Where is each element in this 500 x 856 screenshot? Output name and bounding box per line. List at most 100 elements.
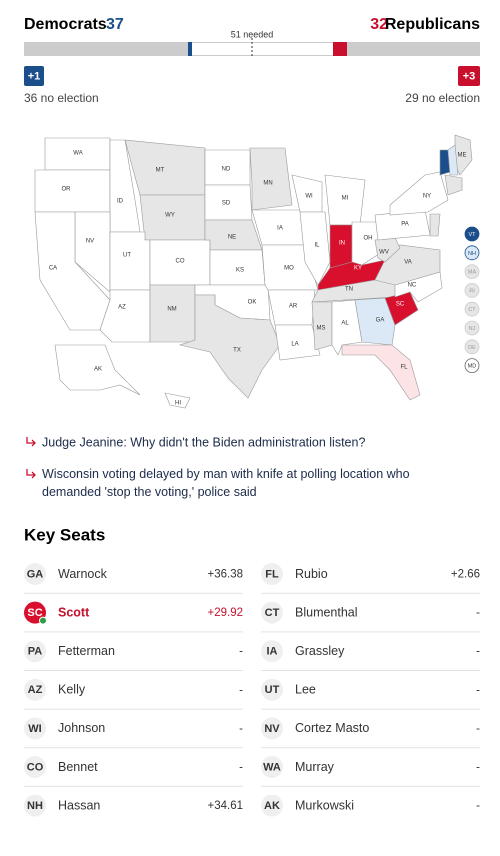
state-label: SD <box>222 201 231 207</box>
candidate-name[interactable]: Lee <box>295 683 316 697</box>
state-label: WA <box>73 151 82 157</box>
state-bubble[interactable] <box>464 320 480 336</box>
state-shape[interactable] <box>274 324 321 361</box>
headline[interactable]: Judge Jeanine: Why didn't the Biden admi… <box>42 435 365 449</box>
state-shape[interactable] <box>164 392 191 409</box>
state-badge <box>261 640 283 663</box>
state-badge <box>24 563 46 585</box>
state-bubble-label: NH <box>468 251 476 257</box>
margin: - <box>476 684 480 696</box>
state-abbr: IA <box>267 646 278 658</box>
margin: - <box>476 800 480 812</box>
state-bubble[interactable] <box>464 226 480 242</box>
state-label: AK <box>94 367 102 373</box>
state-label: AZ <box>118 305 126 311</box>
state-label: ID <box>117 199 124 205</box>
state-label: MI <box>342 196 349 202</box>
state-badge <box>261 756 283 778</box>
dem-gain: +1 <box>28 70 41 82</box>
check-badge <box>39 616 47 625</box>
state-badge <box>261 563 283 585</box>
state-bubble[interactable] <box>464 264 480 280</box>
rep-gain-badge <box>458 66 480 86</box>
margin: - <box>239 723 243 735</box>
state-shape[interactable] <box>109 231 151 291</box>
state-badge <box>24 678 46 701</box>
state-bubble[interactable] <box>464 245 480 261</box>
headline[interactable]: Wisconsin voting delayed by man with kni… <box>42 467 410 499</box>
dem-no-election: 36 no election <box>24 91 99 105</box>
state-label: FL <box>400 365 408 371</box>
state-label: WI <box>305 194 313 200</box>
state-abbr: CO <box>27 761 44 773</box>
state-abbr: NV <box>264 723 280 735</box>
rep-label: Republicans <box>385 16 480 33</box>
state-bubble[interactable] <box>464 301 480 317</box>
state-label: IN <box>339 241 345 247</box>
state-label: NV <box>86 239 94 245</box>
margin: +36.38 <box>208 569 244 581</box>
candidate-name[interactable]: Grassley <box>295 644 345 658</box>
state-shape[interactable] <box>178 294 281 399</box>
state-shape[interactable] <box>444 174 463 196</box>
state-bubble[interactable] <box>464 282 480 298</box>
rep-gain-seg <box>333 42 347 56</box>
state-badge <box>261 601 283 624</box>
headline-arrow <box>26 437 36 447</box>
state-label: ME <box>458 153 467 159</box>
state-shape[interactable] <box>351 221 386 266</box>
candidate-name[interactable]: Warnock <box>58 567 108 581</box>
state-shape[interactable] <box>249 147 293 211</box>
margin: +2.66 <box>451 569 480 581</box>
candidate-name[interactable]: Johnson <box>58 721 105 735</box>
dem-gain-seg <box>188 42 192 56</box>
state-shape[interactable] <box>34 169 111 213</box>
state-shape[interactable] <box>124 139 206 196</box>
state-label: AL <box>341 321 349 327</box>
state-label: PA <box>401 222 409 228</box>
state-label: NY <box>423 194 431 200</box>
state-shape[interactable] <box>341 344 421 401</box>
candidate-name[interactable]: Rubio <box>295 567 328 581</box>
state-label: NM <box>167 307 176 313</box>
state-label: UT <box>123 253 131 259</box>
state-bubble[interactable] <box>464 339 480 355</box>
state-badge <box>24 756 46 778</box>
candidate-name[interactable]: Bennet <box>58 760 98 774</box>
state-shape[interactable] <box>299 211 331 286</box>
candidate-name[interactable]: Scott <box>58 605 90 619</box>
state-shape[interactable] <box>447 144 459 176</box>
candidate-name[interactable]: Blumenthal <box>295 605 358 619</box>
candidate-name[interactable]: Murray <box>295 760 335 774</box>
candidate-name[interactable]: Fetterman <box>58 644 115 658</box>
state-abbr: AZ <box>28 684 43 696</box>
state-label: VA <box>404 260 412 266</box>
state-label: OH <box>364 236 373 242</box>
state-abbr: SC <box>27 607 42 619</box>
rep-seats: 32 <box>370 16 388 33</box>
state-abbr: CT <box>265 607 280 619</box>
candidate-name[interactable]: Hassan <box>58 798 100 812</box>
state-abbr: GA <box>27 568 44 580</box>
state-shape[interactable] <box>54 344 141 396</box>
state-shape[interactable] <box>429 213 441 237</box>
state-abbr: WI <box>28 723 41 735</box>
state-badge <box>24 717 46 740</box>
state-bubble[interactable] <box>464 358 480 374</box>
state-badge <box>261 717 283 740</box>
candidate-name[interactable]: Kelly <box>58 683 86 697</box>
candidate-name[interactable]: Cortez Masto <box>295 721 369 735</box>
state-shape[interactable] <box>149 284 196 343</box>
state-label: MS <box>317 326 326 332</box>
candidate-name[interactable]: Murkowski <box>295 798 354 812</box>
margin: - <box>239 646 243 658</box>
margin: +29.92 <box>208 607 244 619</box>
margin: - <box>239 684 243 696</box>
state-label: CA <box>49 266 57 272</box>
state-abbr: NH <box>27 800 43 812</box>
state-shape[interactable] <box>389 171 449 216</box>
state-badge <box>24 794 46 817</box>
state-shape[interactable] <box>354 297 396 346</box>
state-label: MO <box>284 266 294 272</box>
state-label: OK <box>248 300 257 306</box>
